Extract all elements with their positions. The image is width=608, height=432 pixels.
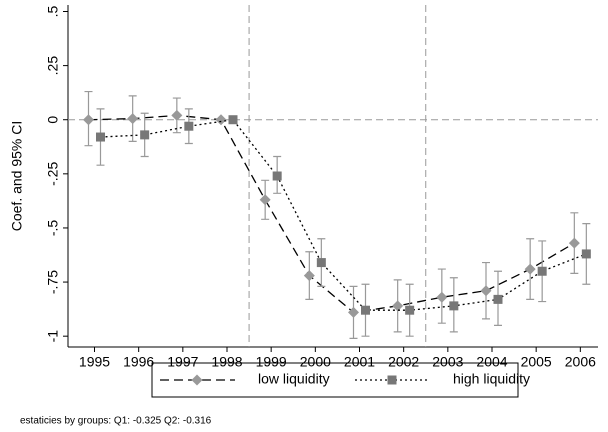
x-tick-label: 1995 — [79, 354, 110, 370]
x-tick-label: 1996 — [123, 354, 154, 370]
marker — [140, 130, 150, 140]
marker — [361, 305, 370, 315]
marker — [259, 194, 271, 206]
y-tick-label: -1 — [45, 330, 61, 343]
y-tick-label: -.75 — [45, 270, 61, 294]
marker — [405, 305, 415, 315]
marker — [184, 121, 194, 131]
marker — [171, 109, 183, 121]
marker — [316, 258, 326, 268]
y-tick-label: 0 — [45, 116, 61, 124]
y-tick-label: -.25 — [45, 162, 61, 186]
y-tick-label: .25 — [45, 56, 61, 76]
marker — [303, 270, 315, 282]
x-tick-label: 1997 — [167, 354, 198, 370]
marker — [272, 171, 282, 181]
x-tick-label: 1998 — [211, 354, 242, 370]
plot-area — [68, 5, 598, 347]
marker — [449, 301, 459, 311]
marker — [392, 300, 404, 312]
marker — [348, 306, 359, 318]
marker — [127, 113, 139, 125]
marker — [191, 374, 203, 386]
x-tick-label: 2004 — [476, 354, 507, 370]
marker — [524, 263, 536, 275]
marker — [480, 285, 492, 297]
x-tick-label: 2002 — [388, 354, 419, 370]
marker — [537, 266, 547, 276]
marker — [493, 294, 503, 304]
x-tick-label: 2000 — [300, 354, 331, 370]
marker — [215, 114, 227, 126]
x-tick-label: 1999 — [256, 354, 287, 370]
marker — [581, 249, 591, 259]
y-tick-label: -.5 — [45, 220, 61, 237]
x-tick-label: 2001 — [344, 354, 375, 370]
marker — [387, 375, 397, 385]
marker — [96, 132, 105, 142]
marker — [436, 291, 448, 303]
legend — [151, 362, 519, 398]
x-tick-label: 2003 — [432, 354, 463, 370]
note: estaticies by groups: Q1: -0.325 Q2: -0.… — [20, 416, 212, 427]
marker — [568, 237, 580, 249]
y-tick-label: .5 — [45, 5, 61, 17]
x-tick-label: 2005 — [521, 354, 552, 370]
series-line — [88, 114, 575, 314]
marker — [228, 115, 238, 125]
y-axis-label: Coef. and 95% CI — [9, 121, 25, 232]
legend-label: low liquidity — [258, 371, 330, 387]
legend-label: high liquidity — [453, 371, 530, 387]
x-tick-label: 2006 — [565, 354, 596, 370]
marker — [83, 114, 94, 126]
series-line — [100, 119, 587, 311]
